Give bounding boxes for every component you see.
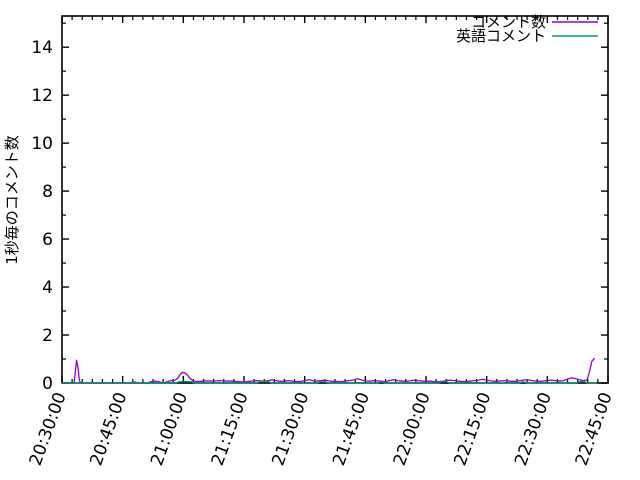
- y-tick-label: 2: [42, 326, 53, 346]
- legend-label-english-comment: 英語コメント: [456, 27, 546, 45]
- x-tick-label: 22:15:00: [450, 390, 495, 469]
- y-tick-label: 6: [42, 230, 53, 250]
- x-tick-label: 22:45:00: [572, 390, 617, 469]
- data-series-group: [61, 357, 598, 384]
- plot-frame: [61, 15, 609, 384]
- y-axis-title: 1秒毎のコメント数: [3, 135, 21, 265]
- x-tick-label: 21:00:00: [147, 390, 192, 469]
- x-tick-label: 22:00:00: [390, 390, 435, 469]
- x-tick-label: 22:30:00: [511, 390, 556, 469]
- y-tick-label: 8: [42, 182, 53, 202]
- x-tick-label: 21:45:00: [329, 390, 374, 469]
- x-tick-label: 21:30:00: [268, 390, 313, 469]
- series-line-comment-count: [61, 357, 595, 384]
- series-line-english-comment: [61, 380, 598, 384]
- plot-border: [61, 15, 609, 384]
- y-tick-label: 0: [42, 374, 53, 394]
- y-tick-label: 4: [42, 278, 53, 298]
- y-tick-label: 10: [31, 134, 53, 154]
- y-tick-label: 12: [31, 86, 53, 106]
- x-axis-ticks: 20:30:00 20:45:00 21:00:00 21:15:00 21:30:00…: [26, 16, 617, 468]
- x-tick-label: 21:15:00: [208, 390, 253, 469]
- x-tick-label: 20:30:00: [26, 390, 71, 469]
- y-axis-ticks: 0 2 4 6 8 10 12 14: [31, 22, 608, 394]
- y-tick-label: 14: [31, 38, 53, 58]
- x-tick-label: 20:45:00: [86, 390, 131, 469]
- legend-label-comment-count: コメント数: [471, 13, 546, 31]
